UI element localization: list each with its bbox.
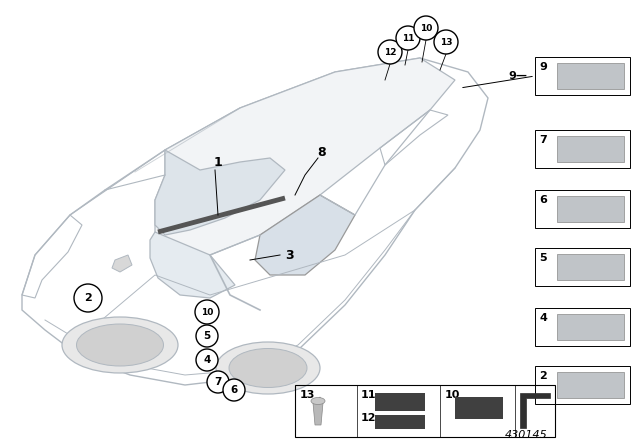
Text: 8: 8 bbox=[317, 146, 326, 159]
Bar bbox=[535, 57, 630, 95]
Text: 12: 12 bbox=[361, 413, 376, 423]
Text: 10: 10 bbox=[445, 390, 460, 400]
Text: 13: 13 bbox=[300, 390, 316, 400]
Bar bbox=[535, 130, 630, 168]
Ellipse shape bbox=[311, 397, 325, 405]
Circle shape bbox=[196, 325, 218, 347]
Bar bbox=[557, 136, 624, 162]
Text: 3: 3 bbox=[285, 249, 294, 262]
Text: 7: 7 bbox=[539, 135, 547, 145]
Text: 9: 9 bbox=[539, 62, 547, 72]
Bar bbox=[557, 63, 624, 89]
Polygon shape bbox=[150, 232, 235, 298]
Text: 4: 4 bbox=[204, 355, 211, 365]
Bar bbox=[535, 190, 630, 228]
Polygon shape bbox=[313, 397, 323, 425]
Ellipse shape bbox=[216, 342, 320, 394]
Text: 1: 1 bbox=[214, 155, 222, 168]
Bar bbox=[535, 366, 630, 404]
Ellipse shape bbox=[229, 349, 307, 388]
Circle shape bbox=[396, 26, 420, 50]
Text: 5: 5 bbox=[204, 331, 211, 341]
Text: 11: 11 bbox=[361, 390, 376, 400]
Text: 2: 2 bbox=[539, 371, 547, 381]
Ellipse shape bbox=[77, 324, 163, 366]
Circle shape bbox=[196, 349, 218, 371]
Bar bbox=[455, 397, 503, 419]
Text: 6: 6 bbox=[539, 195, 547, 205]
Circle shape bbox=[434, 30, 458, 54]
Bar bbox=[557, 254, 624, 280]
Polygon shape bbox=[155, 150, 285, 235]
Bar bbox=[535, 248, 630, 286]
Ellipse shape bbox=[62, 317, 178, 373]
Bar bbox=[375, 415, 425, 429]
Bar bbox=[557, 196, 624, 222]
Text: 10: 10 bbox=[420, 23, 432, 33]
Circle shape bbox=[414, 16, 438, 40]
Text: 5: 5 bbox=[539, 253, 547, 263]
Bar bbox=[295, 385, 555, 437]
Polygon shape bbox=[520, 393, 550, 428]
Text: 2: 2 bbox=[84, 293, 92, 303]
Text: 11: 11 bbox=[402, 34, 414, 43]
Polygon shape bbox=[155, 58, 455, 255]
Circle shape bbox=[223, 379, 245, 401]
Bar bbox=[375, 393, 425, 411]
Text: 4: 4 bbox=[539, 313, 547, 323]
Text: 430145: 430145 bbox=[505, 430, 548, 440]
Circle shape bbox=[207, 371, 229, 393]
Text: 6: 6 bbox=[230, 385, 237, 395]
Text: 9—: 9— bbox=[508, 71, 527, 81]
Circle shape bbox=[378, 40, 402, 64]
Polygon shape bbox=[112, 255, 132, 272]
Circle shape bbox=[195, 300, 219, 324]
Text: 10: 10 bbox=[201, 307, 213, 316]
Text: 12: 12 bbox=[384, 47, 396, 56]
Text: 13: 13 bbox=[440, 38, 452, 47]
Bar bbox=[557, 372, 624, 398]
Bar bbox=[535, 308, 630, 346]
Circle shape bbox=[74, 284, 102, 312]
Text: 7: 7 bbox=[214, 377, 221, 387]
Bar bbox=[557, 314, 624, 340]
Polygon shape bbox=[255, 195, 355, 275]
